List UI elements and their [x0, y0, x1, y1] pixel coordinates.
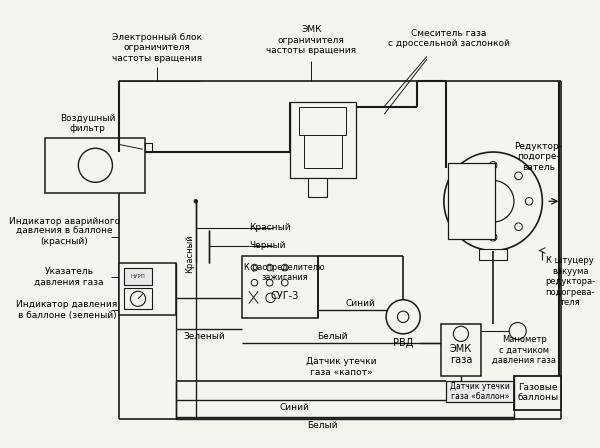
Bar: [304, 135, 341, 168]
Text: Указатель
давления газа: Указатель давления газа: [34, 267, 104, 287]
Bar: [45, 138, 145, 193]
Circle shape: [79, 148, 112, 182]
Text: Смеситель газа
с дроссельной заслонкой: Смеситель газа с дроссельной заслонкой: [388, 29, 509, 48]
Bar: [514, 376, 561, 409]
Text: СУГ-3: СУГ-3: [271, 291, 299, 301]
Bar: [119, 263, 176, 315]
Bar: [308, 177, 328, 197]
Text: Электронный блок
ограничителя
частоты вращения: Электронный блок ограничителя частоты вр…: [112, 33, 202, 63]
Bar: [290, 102, 356, 177]
Text: Красный: Красный: [185, 234, 194, 273]
Text: К распределителю
зажигания: К распределителю зажигания: [244, 263, 325, 282]
Text: НУРП: НУРП: [131, 274, 145, 279]
Circle shape: [386, 300, 420, 334]
Text: Синий: Синий: [280, 403, 309, 412]
Text: РВД: РВД: [393, 338, 413, 349]
Bar: [446, 381, 514, 402]
Text: К штуцеру
вакуума
редуктора-
подогрева-
теля: К штуцеру вакуума редуктора- подогрева- …: [545, 256, 595, 307]
Text: Датчик утечки
газа «баллон»: Датчик утечки газа «баллон»: [450, 382, 510, 401]
Text: Манометр
с датчиком
давления газа: Манометр с датчиком давления газа: [493, 335, 556, 365]
Bar: [242, 256, 318, 318]
Circle shape: [444, 152, 542, 250]
Text: Синий: Синий: [346, 299, 376, 308]
Text: Черный: Черный: [249, 241, 285, 250]
Bar: [299, 107, 346, 135]
Circle shape: [251, 264, 258, 271]
Circle shape: [454, 326, 469, 341]
Circle shape: [397, 311, 409, 323]
Circle shape: [266, 280, 273, 286]
Circle shape: [490, 161, 497, 169]
Circle shape: [515, 223, 523, 231]
Bar: [145, 142, 152, 152]
Text: Индикатор давления
в баллоне (зеленый): Индикатор давления в баллоне (зеленый): [16, 301, 118, 320]
Circle shape: [525, 198, 533, 205]
Text: Зеленый: Зеленый: [184, 332, 225, 341]
Bar: [124, 267, 152, 284]
Circle shape: [515, 172, 523, 180]
Text: Датчик утечки
газа «капот»: Датчик утечки газа «капот»: [307, 358, 377, 377]
Bar: [124, 289, 152, 309]
Circle shape: [251, 280, 258, 286]
Text: Редуктор-
подогре-
ватель: Редуктор- подогре- ватель: [515, 142, 563, 172]
Circle shape: [464, 172, 472, 180]
Text: Красный: Красный: [249, 223, 290, 232]
Circle shape: [472, 181, 514, 222]
Circle shape: [281, 264, 288, 271]
Circle shape: [130, 291, 146, 306]
Bar: [448, 164, 495, 239]
Circle shape: [464, 223, 472, 231]
Text: Воздушный
фильтр: Воздушный фильтр: [60, 114, 116, 134]
Bar: [441, 324, 481, 376]
Bar: [479, 249, 508, 260]
Text: ЭМК
газа: ЭМК газа: [450, 344, 472, 366]
Text: Газовые
баллоны: Газовые баллоны: [517, 383, 558, 402]
Circle shape: [266, 293, 275, 302]
Circle shape: [509, 323, 526, 340]
Text: Индикатор аварийного
давления в баллоне
(красный): Индикатор аварийного давления в баллоне …: [8, 217, 120, 246]
Circle shape: [194, 199, 197, 203]
Circle shape: [490, 233, 497, 241]
Text: Белый: Белый: [307, 421, 338, 430]
Text: ЭМК
ограничителя
частоты вращения: ЭМК ограничителя частоты вращения: [266, 26, 356, 55]
Circle shape: [454, 198, 461, 205]
Circle shape: [281, 280, 288, 286]
Text: Белый: Белый: [317, 332, 347, 341]
Circle shape: [266, 264, 273, 271]
